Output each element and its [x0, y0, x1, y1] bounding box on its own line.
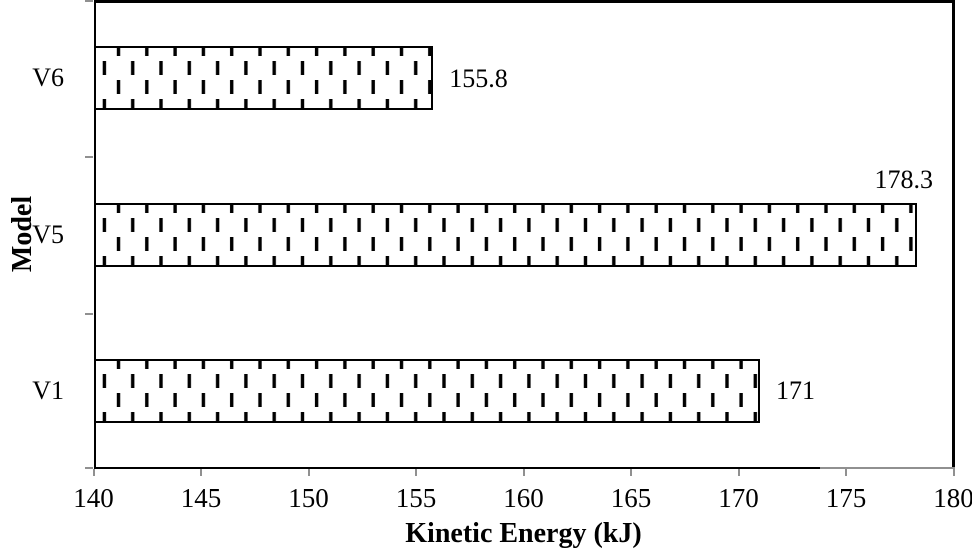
x-axis-line-gray-segment	[820, 467, 955, 469]
bar-value-label: 155.8	[449, 63, 508, 93]
bar-v1	[93, 358, 760, 423]
category-label-v6: V6	[32, 63, 64, 93]
x-axis-line	[93, 466, 821, 469]
bar-pattern-fill	[95, 360, 758, 421]
y-tick	[85, 0, 93, 2]
bar-v5	[93, 202, 917, 267]
x-tick-label: 155	[395, 483, 437, 513]
x-tick	[307, 469, 310, 476]
x-tick	[845, 469, 847, 476]
bar-v6	[93, 46, 434, 111]
y-axis-title: Model	[7, 195, 38, 273]
bar-value-label: 178.3	[874, 164, 933, 194]
x-tick-label: 140	[73, 483, 114, 513]
x-tick-label: 145	[180, 483, 222, 513]
x-tick-label: 180	[933, 483, 972, 513]
bar-pattern-fill	[95, 48, 432, 109]
x-tick	[737, 469, 740, 476]
x-axis-title: Kinetic Energy (kJ)	[405, 518, 642, 549]
plot-top-border	[93, 0, 955, 3]
x-tick	[415, 469, 417, 476]
x-tick	[200, 469, 202, 476]
bar-pattern-fill	[95, 204, 915, 265]
x-tick-label: 170	[718, 483, 759, 513]
x-tick-label: 175	[825, 483, 867, 513]
category-label-v5: V5	[32, 219, 64, 249]
x-tick-label: 160	[503, 483, 544, 513]
category-label-v1: V1	[32, 375, 64, 405]
y-tick	[85, 467, 93, 469]
x-tick	[92, 469, 95, 476]
x-tick-label: 165	[610, 483, 652, 513]
x-tick-label: 150	[288, 483, 329, 513]
y-tick	[85, 156, 93, 159]
y-tick	[85, 312, 93, 315]
plot-right-border	[952, 0, 955, 469]
x-tick	[522, 469, 525, 476]
bar-value-label: 171	[776, 376, 815, 406]
x-tick	[630, 469, 632, 476]
x-tick	[952, 469, 955, 476]
